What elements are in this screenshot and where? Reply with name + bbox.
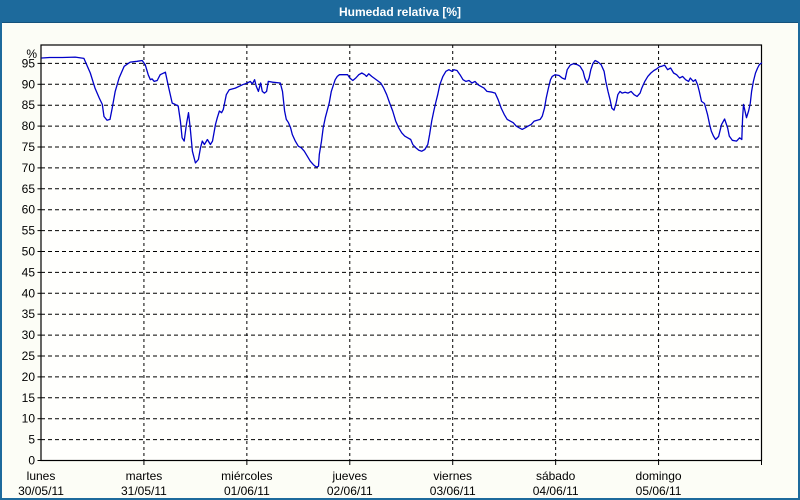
- y-tick-label: 10: [22, 412, 36, 426]
- y-tick-label: 30: [22, 328, 36, 342]
- plot-area: [41, 45, 762, 461]
- x-date-label: 05/06/11: [636, 484, 682, 498]
- x-date-label: 02/06/11: [327, 484, 373, 498]
- y-tick-label: 0: [28, 454, 35, 468]
- x-day-label: jueves: [331, 469, 367, 483]
- chart-title: Humedad relativa [%]: [338, 5, 462, 19]
- y-tick-label: 70: [22, 161, 36, 175]
- y-tick-label: 35: [22, 307, 36, 321]
- y-tick-label: 25: [22, 349, 36, 363]
- x-date-label: 03/06/11: [430, 484, 476, 498]
- x-date-label: 04/06/11: [533, 484, 579, 498]
- x-date-label: 30/05/11: [18, 484, 64, 498]
- y-tick-label: 5: [28, 433, 35, 447]
- x-date-label: 31/05/11: [121, 484, 167, 498]
- y-tick-label: 45: [22, 265, 36, 279]
- y-tick-label: 85: [22, 98, 36, 112]
- x-day-label: martes: [126, 469, 163, 483]
- x-date-label: 01/06/11: [224, 484, 270, 498]
- y-tick-label: 95: [22, 56, 36, 70]
- window-title-bar: Humedad relativa [%]: [2, 2, 798, 23]
- x-day-label: lunes: [27, 469, 56, 483]
- y-tick-label: 80: [22, 119, 36, 133]
- y-tick-label: 40: [22, 286, 36, 300]
- x-day-label: sábado: [536, 469, 576, 483]
- y-tick-label: 65: [22, 182, 36, 196]
- x-day-label: domingo: [636, 469, 682, 483]
- y-tick-label: 50: [22, 244, 36, 258]
- plot-frame: [40, 44, 763, 462]
- y-tick-label: 15: [22, 391, 36, 405]
- humidity-line: [41, 56, 763, 168]
- y-tick-label: 75: [22, 140, 36, 154]
- y-tick-label: 90: [22, 77, 36, 91]
- y-tick-label: 55: [22, 224, 36, 238]
- y-tick-label: 60: [22, 203, 36, 217]
- x-day-label: miércoles: [221, 469, 272, 483]
- y-tick-label: 20: [22, 370, 36, 384]
- x-day-label: viernes: [433, 469, 472, 483]
- y-unit-label: %: [26, 47, 37, 61]
